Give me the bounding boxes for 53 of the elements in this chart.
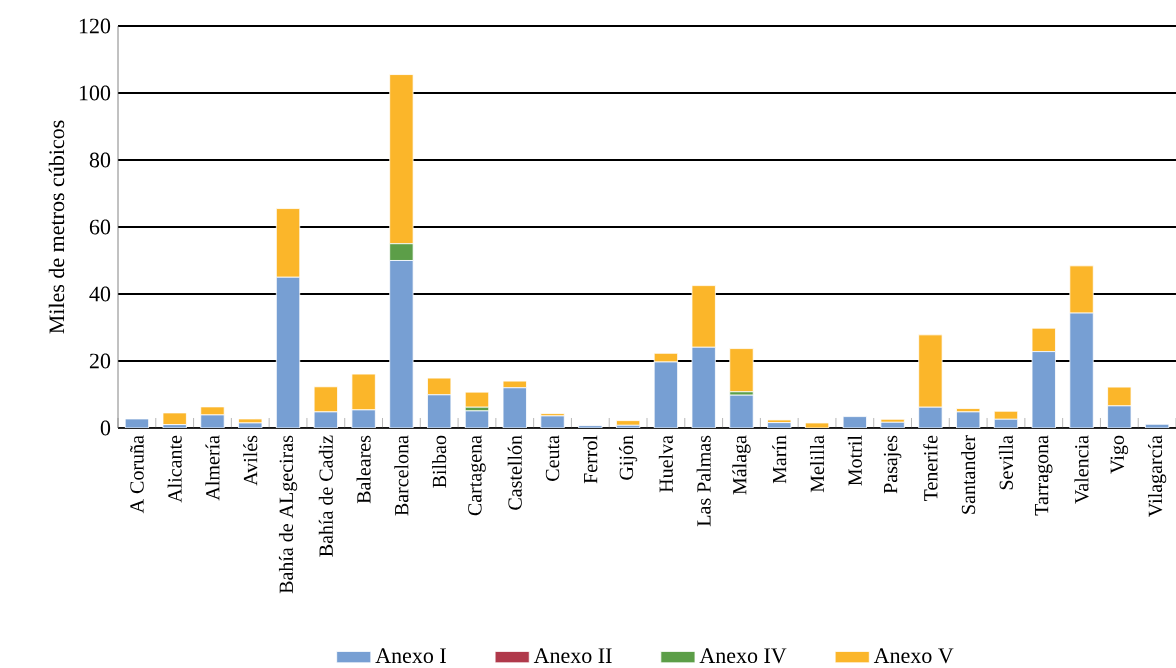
y-axis-title: Miles de metros cúbicos <box>48 120 65 334</box>
bar <box>1145 423 1170 428</box>
x-tick-label: Huelva <box>658 435 673 493</box>
x-tick-label: Santander <box>961 435 976 514</box>
x-tick-label: Las Palmas <box>696 435 711 527</box>
legend-label: Anexo I <box>375 648 446 664</box>
legend-label: Anexo V <box>873 648 954 664</box>
x-tick-label: Motril <box>847 435 862 486</box>
x-tick-label: Barcelona <box>394 435 409 516</box>
x-tick-label: Bahía de Cadiz <box>318 435 333 557</box>
legend-label: Anexo II <box>533 648 612 664</box>
y-tick-label: 0 <box>100 420 111 436</box>
y-tick-label: 60 <box>89 219 111 235</box>
x-tick-label: Tarragona <box>1035 435 1053 516</box>
bar <box>464 410 490 428</box>
x-tick-label: Valencia <box>1074 435 1089 504</box>
x-tick-label: Almería <box>205 435 220 501</box>
x-tick-label: Baleares <box>356 435 371 504</box>
legend-label: Anexo IV <box>699 648 787 664</box>
bar <box>1069 265 1094 314</box>
bar <box>691 285 716 348</box>
bar <box>842 416 867 428</box>
x-tick-label: Ferrol <box>583 435 598 484</box>
x-tick-label: Vilagarcía <box>1147 435 1167 517</box>
bar <box>729 348 754 393</box>
x-tick-label: Bilbao <box>432 435 447 488</box>
x-tick-label: Avilés <box>243 435 258 486</box>
bar <box>275 208 301 278</box>
x-tick-label: A Coruña <box>130 435 144 514</box>
x-tick-label: Cartagena <box>468 435 486 516</box>
bar <box>729 394 754 428</box>
bar <box>578 425 603 428</box>
x-tick-label: Gijón <box>619 435 638 480</box>
y-tick-label: 100 <box>79 85 111 101</box>
x-tick-label: Pasajes <box>883 435 902 494</box>
x-tick-label: Castellón <box>507 435 522 510</box>
x-tick-label: Tenerife <box>923 435 938 501</box>
y-tick-label: 120 <box>79 18 111 34</box>
y-tick-label: 80 <box>89 152 111 168</box>
x-tick-label: Ceuta <box>545 435 560 481</box>
x-tick-label: Marín <box>772 435 787 484</box>
bar <box>313 386 338 413</box>
x-tick-label: Vigo <box>1110 435 1129 474</box>
y-tick-label: 20 <box>89 353 111 369</box>
x-tick-label: Melilla <box>809 435 825 493</box>
x-tick-label: Sevilla <box>998 435 1013 490</box>
bar <box>124 418 150 428</box>
x-tick-label: Alicante <box>167 435 182 503</box>
y-tick-label: 40 <box>89 286 111 302</box>
x-tick-label: Málaga <box>732 435 751 495</box>
bar <box>389 74 414 245</box>
x-tick-label: Bahía de ALgeciras <box>278 435 298 594</box>
bar <box>918 334 943 408</box>
